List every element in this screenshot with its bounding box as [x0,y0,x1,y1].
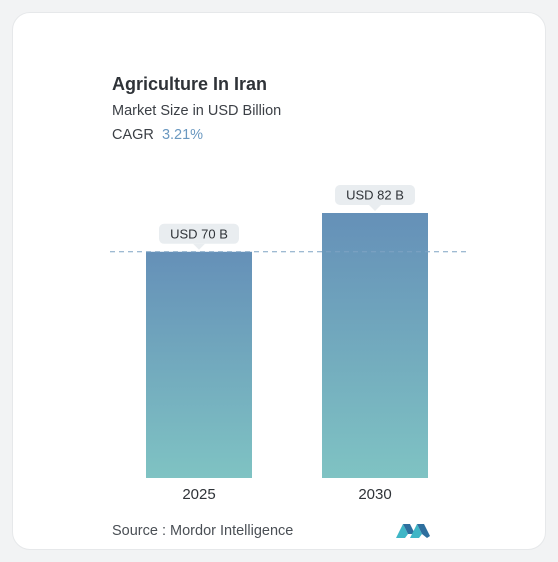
x-tick-label: 2030 [358,486,391,503]
bar-2025 [146,251,252,478]
data-label-bg [159,223,239,244]
data-label-bg [335,185,415,205]
data-label: USD 70 B [170,226,228,241]
cagr-line: CAGR 3.21% [112,127,203,143]
x-tick-label: 2025 [182,486,215,503]
source-line: Source : Mordor Intelligence [112,523,293,539]
mordor-intelligence-logo-icon [396,524,430,538]
data-label-pointer [193,243,205,250]
bar-2030 [322,213,428,478]
chart-card [12,12,546,550]
chart-subtitle: Market Size in USD Billion [112,103,282,119]
chart-title: Agriculture In Iran [112,74,268,94]
cagr-label: CAGR [112,127,154,143]
source-label: Source : [112,523,166,539]
data-label: USD 82 B [346,188,404,203]
source-name: Mordor Intelligence [170,523,294,539]
data-label-pointer [369,205,381,211]
cagr-value: 3.21% [161,127,204,143]
